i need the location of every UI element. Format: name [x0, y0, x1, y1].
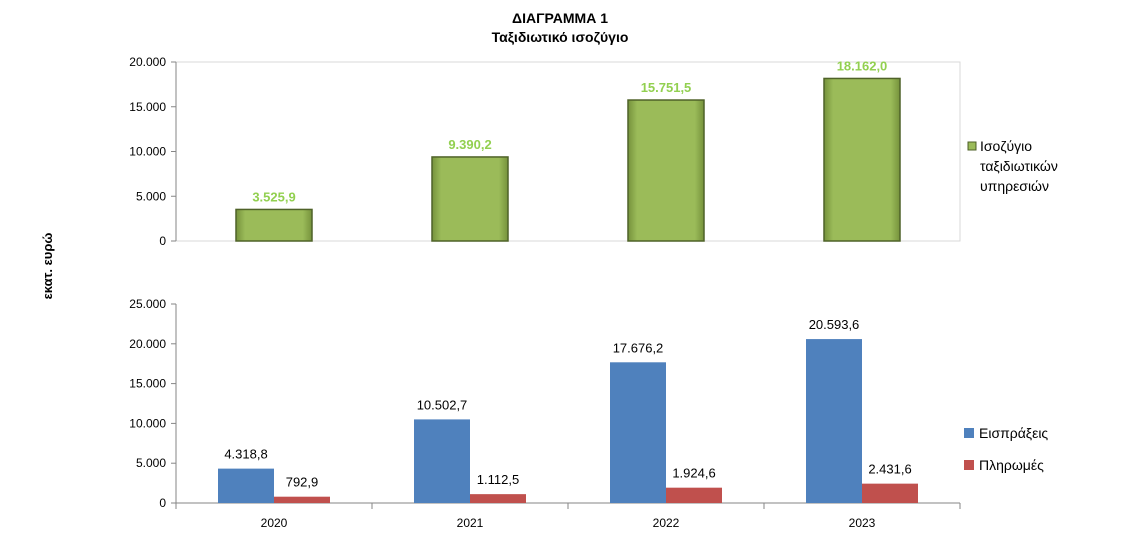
balance-legend-label: Ισοζύγιο [980, 138, 1032, 154]
receipts-legend-swatch [964, 428, 974, 438]
receipts-legend-label: Εισπράξεις [979, 425, 1048, 441]
receipts-data-label: 20.593,6 [809, 317, 860, 332]
receipts-bar-2020 [218, 468, 274, 503]
y-axis-label: εκατ. ευρώ [40, 233, 55, 300]
balance-data-label: 18.162,0 [837, 58, 888, 73]
top-y-tick-labels: 0 5.000 10.000 15.000 20.000 [129, 55, 166, 248]
payments-bar-2020 [274, 496, 330, 503]
bottom-y-tick-label: 10.000 [129, 416, 166, 430]
balance-data-label: 15.751,5 [641, 80, 692, 95]
balance-bar-2023 [823, 77, 901, 242]
bottom-y-tick-label: 0 [159, 496, 166, 510]
balance-data-label: 9.390,2 [448, 137, 491, 152]
x-category-label: 2021 [457, 516, 484, 530]
top-y-tick-label: 10.000 [129, 145, 166, 159]
chart-title: ΔΙΑΓΡΑΜΜΑ 1 [512, 10, 608, 26]
payments-data-label: 2.431,6 [868, 462, 911, 477]
balance-bar-2021 [431, 156, 509, 242]
top-y-tick-label: 5.000 [136, 189, 166, 203]
bottom-bars [218, 339, 918, 503]
top-data-labels: 3.525,9 9.390,2 15.751,5 18.162,0 [252, 58, 887, 204]
top-bars [235, 77, 901, 242]
payments-legend-label: Πληρωμές [979, 457, 1044, 473]
top-y-axis [171, 61, 177, 242]
top-panel: 0 5.000 10.000 15.000 20.000 3.525,9 9.390,2 1… [129, 55, 1058, 248]
receipts-data-label: 4.318,8 [224, 447, 267, 462]
balance-legend-swatch [967, 141, 977, 151]
x-category-label: 2022 [653, 516, 680, 530]
bottom-y-tick-labels: 0 5.000 10.000 15.000 20.000 25.000 [129, 297, 166, 510]
payments-bar-2022 [666, 487, 722, 503]
bottom-data-labels: 4.318,8 792,9 10.502,7 1.112,5 17.676,2 1.924… [224, 317, 911, 490]
x-axis-category-labels: 2020 2021 2022 2023 [261, 516, 876, 530]
balance-legend-label: ταξιδιωτικών [980, 158, 1058, 174]
receipts-data-label: 17.676,2 [613, 340, 664, 355]
payments-data-label: 1.112,5 [477, 472, 519, 487]
bottom-panel: 0 5.000 10.000 15.000 20.000 25.000 4.318,8 79… [129, 297, 1048, 530]
balance-bar-2020 [235, 208, 313, 242]
balance-legend-label: υπηρεσιών [980, 178, 1049, 194]
bottom-legend: Εισπράξεις Πληρωμές [964, 425, 1048, 473]
receipts-bar-2021 [414, 419, 470, 503]
top-legend: Ισοζύγιο ταξιδιωτικών υπηρεσιών [967, 138, 1058, 194]
payments-bar-2021 [470, 494, 526, 503]
bottom-y-tick-label: 25.000 [129, 297, 166, 311]
payments-data-label: 1.924,6 [672, 466, 715, 481]
receipts-bar-2023 [806, 339, 862, 503]
top-y-tick-label: 0 [159, 234, 166, 248]
balance-data-label: 3.525,9 [252, 189, 295, 204]
payments-bar-2023 [862, 483, 918, 503]
receipts-bar-2022 [610, 362, 666, 503]
balance-bar-2022 [627, 99, 705, 242]
payments-legend-swatch [964, 460, 974, 470]
x-category-label: 2023 [849, 516, 876, 530]
bottom-y-tick-label: 5.000 [136, 456, 166, 470]
top-y-tick-label: 15.000 [129, 100, 166, 114]
x-category-label: 2020 [261, 516, 288, 530]
receipts-data-label: 10.502,7 [417, 397, 468, 412]
chart-subtitle: Ταξιδιωτικό ισοζύγιο [492, 29, 629, 45]
bottom-y-tick-label: 20.000 [129, 337, 166, 351]
payments-data-label: 792,9 [286, 475, 319, 490]
top-y-tick-label: 20.000 [129, 55, 166, 69]
bottom-y-tick-label: 15.000 [129, 377, 166, 391]
